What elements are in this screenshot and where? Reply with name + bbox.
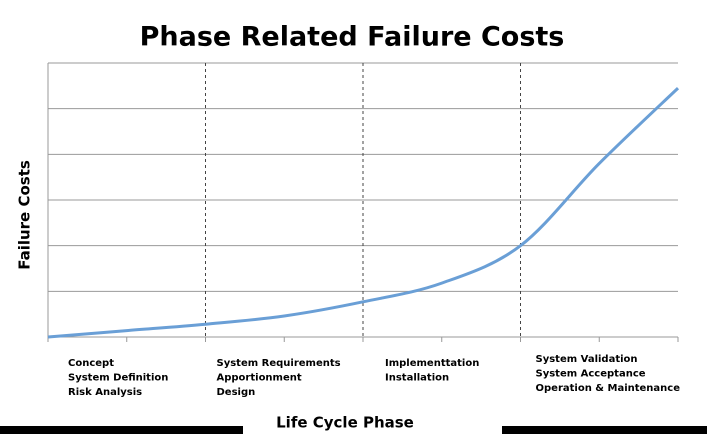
decor-bar xyxy=(502,426,707,434)
x-axis-label: Life Cycle Phase xyxy=(276,414,414,432)
x-category-label: Design xyxy=(217,387,256,398)
x-category-label: System Acceptance xyxy=(536,369,646,380)
decor-bar xyxy=(0,426,243,434)
x-category-label: System Validation xyxy=(536,354,638,365)
x-category-label: Concept xyxy=(68,358,114,369)
y-axis-label: Failure Costs xyxy=(16,160,34,270)
x-category-label: Installation xyxy=(385,373,449,384)
x-category-label: Implementtation xyxy=(385,358,479,369)
x-category-label: System Requirements xyxy=(217,358,341,369)
chart-title: Phase Related Failure Costs xyxy=(140,22,565,53)
x-category-label: Operation & Maintenance xyxy=(536,383,681,394)
line-series xyxy=(47,87,680,339)
x-category-label: Apportionment xyxy=(217,373,302,384)
x-category-label: System Definition xyxy=(68,373,168,384)
x-category-label: Risk Analysis xyxy=(68,387,142,398)
